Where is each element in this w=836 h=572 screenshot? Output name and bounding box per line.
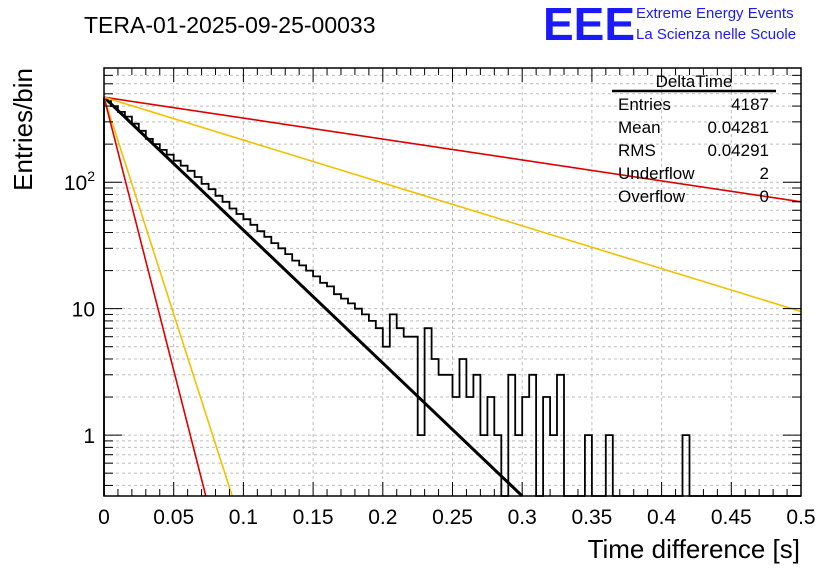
series-line — [103, 97, 207, 497]
x-tick-label: 0.1 — [229, 506, 258, 529]
eee-logo: EEE Extreme Energy Events La Scienza nel… — [543, 0, 796, 50]
y-axis-label: Entries/bin — [8, 68, 38, 191]
y-tick-label: 10 — [72, 299, 95, 322]
x-tick-label: 0 — [98, 506, 110, 529]
x-tick-label: 0.5 — [786, 506, 815, 529]
x-tick-label: 0.05 — [153, 506, 194, 529]
axis-ticks — [103, 67, 802, 496]
stats-row-value: 0.04281 — [708, 118, 769, 137]
x-tick-label: 0.15 — [293, 506, 334, 529]
x-tick-label: 0.45 — [711, 506, 752, 529]
y-tick-label: 1 — [83, 425, 95, 448]
chart-title: TERA-01-2025-09-25-00033 — [84, 12, 376, 38]
stats-box-title: DeltaTime — [656, 72, 733, 91]
series-line — [102, 96, 524, 498]
series-line — [103, 96, 802, 203]
eee-logo-mark: EEE — [543, 0, 635, 50]
fit-curves — [102, 96, 802, 498]
x-axis-label: Time difference [s] — [588, 534, 800, 564]
grid — [104, 67, 801, 496]
plot-frame — [103, 67, 802, 497]
stats-row-label: RMS — [618, 141, 656, 160]
stats-rows: Entries 4187 Mean 0.04281 RMS 0.04291 Underflo… — [618, 95, 769, 206]
stats-row-label: Mean — [618, 118, 661, 137]
stats-row-value: 0.04291 — [708, 141, 769, 160]
x-tick-label: 0.3 — [508, 506, 537, 529]
series-line — [103, 96, 802, 313]
series-line — [103, 96, 233, 497]
x-tick-label: 0.2 — [368, 506, 397, 529]
stats-box: DeltaTime Entries 4187 Mean 0.04281 RMS 0.042… — [612, 72, 776, 206]
x-tick-label: 0.4 — [647, 506, 677, 529]
eee-logo-line2: La Scienza nelle Scuole — [636, 26, 796, 43]
tick-labels: 0 0.05 0.1 0.15 0.2 0.25 0.3 0.35 0.4 0.45 0.5 1 10 1… — [64, 168, 816, 529]
stats-row-value: 2 — [760, 164, 769, 183]
x-tick-label: 0.25 — [432, 506, 473, 529]
x-tick-label: 0.35 — [571, 506, 612, 529]
y-tick-label: 102 — [64, 168, 95, 195]
stats-row-label: Entries — [618, 95, 671, 114]
stats-row-value: 0 — [760, 187, 769, 206]
stats-row-label: Underflow — [618, 164, 695, 183]
eee-logo-line1: Extreme Energy Events — [636, 5, 794, 22]
stats-row-value: 4187 — [731, 95, 769, 114]
stats-row-label: Overflow — [618, 187, 686, 206]
